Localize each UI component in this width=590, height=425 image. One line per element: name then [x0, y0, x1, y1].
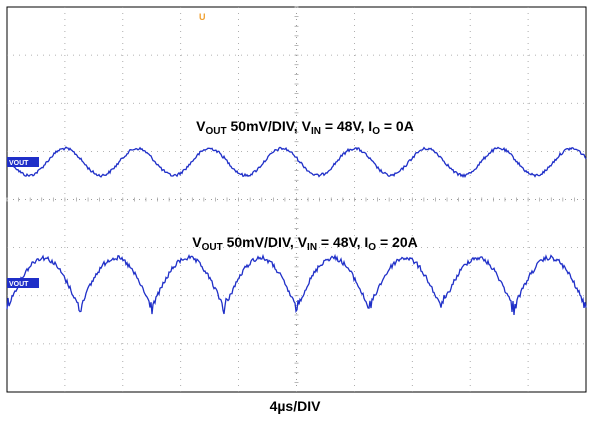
svg-text:VOUT: VOUT [9, 281, 29, 288]
graticule [6, 6, 586, 392]
trace-2-waveform [6, 253, 587, 316]
svg-text:VOUT: VOUT [9, 160, 29, 167]
trace-1-ref-marker: VOUT [7, 157, 39, 167]
x-axis-label: 4µs/DIV [269, 398, 321, 414]
waveform-traces [6, 146, 587, 316]
trace-1-waveform [6, 146, 587, 179]
trace-2-label: VOUT 50mV/DIV, VIN = 48V, IO = 20A [192, 234, 417, 253]
trace-2-ref-marker: VOUT [7, 278, 39, 288]
trigger-marker: U [199, 12, 206, 22]
trace-1-label: VOUT 50mV/DIV, VIN = 48V, IO = 0A [196, 118, 414, 137]
